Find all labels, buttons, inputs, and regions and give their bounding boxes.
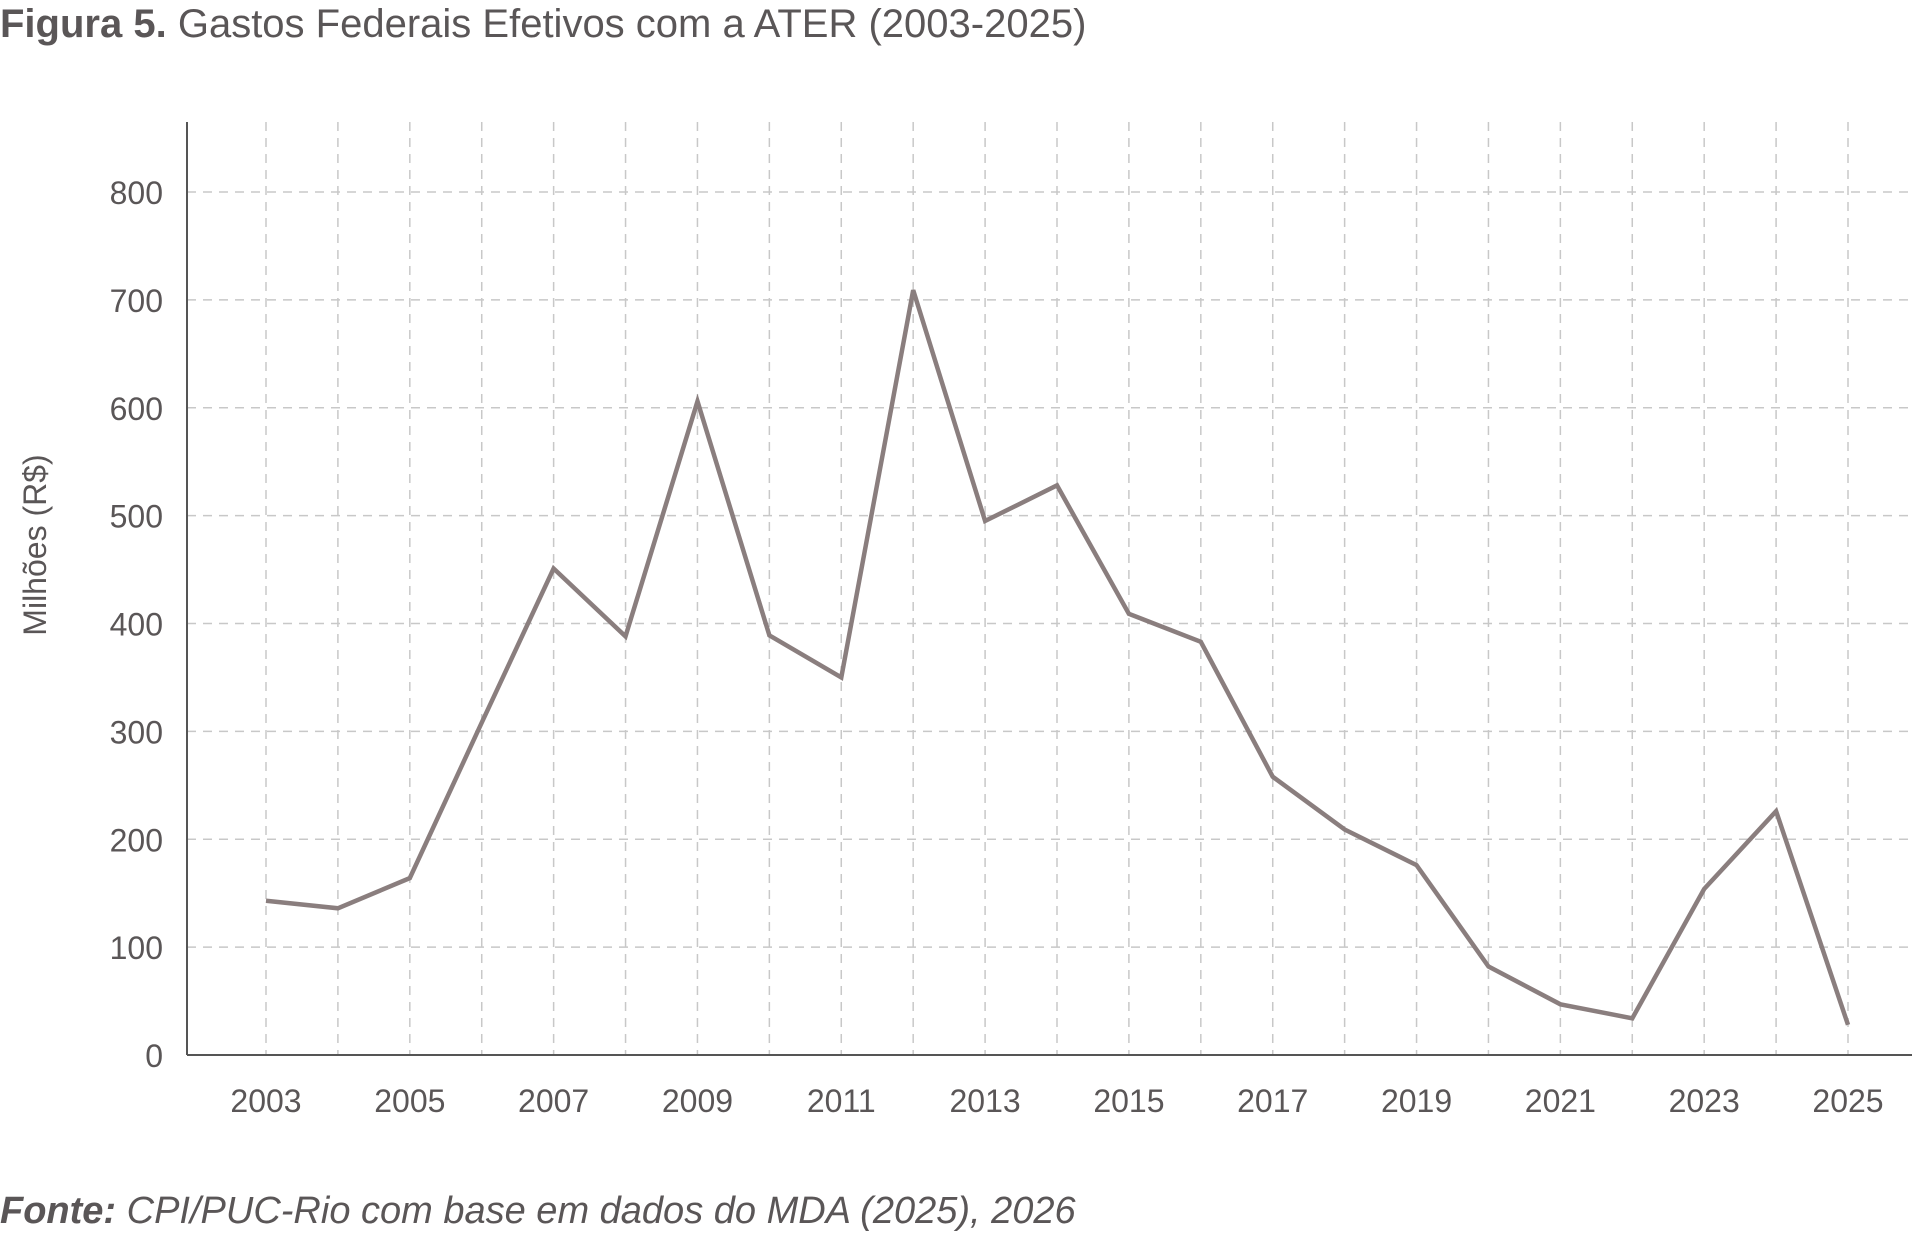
x-tick-label: 2017 bbox=[1237, 1083, 1308, 1119]
y-tick-label: 600 bbox=[110, 391, 163, 427]
y-tick-label: 100 bbox=[110, 930, 163, 966]
x-tick-label: 2003 bbox=[230, 1083, 301, 1119]
y-tick-label: 400 bbox=[110, 607, 163, 643]
y-tick-label: 700 bbox=[110, 283, 163, 319]
figure-caption: Gastos Federais Efetivos com a ATER (200… bbox=[177, 2, 1087, 46]
y-tick-label: 300 bbox=[110, 714, 163, 750]
x-tick-label: 2023 bbox=[1669, 1083, 1740, 1119]
figure-title: Figura 5. Gastos Federais Efetivos com a… bbox=[0, 2, 1086, 47]
series-group bbox=[265, 289, 1851, 1026]
x-tick-label: 2007 bbox=[518, 1083, 589, 1119]
x-tick-label: 2021 bbox=[1525, 1083, 1596, 1119]
series-line bbox=[265, 289, 1851, 1026]
x-tick-label: 2013 bbox=[949, 1083, 1020, 1119]
axes bbox=[186, 122, 1912, 1056]
grid-lines bbox=[187, 122, 1912, 1055]
y-tick-label: 200 bbox=[110, 822, 163, 858]
x-tick-label: 2005 bbox=[374, 1083, 445, 1119]
y-tick-label: 500 bbox=[110, 499, 163, 535]
y-tick-label: 800 bbox=[110, 175, 163, 211]
x-tick-label: 2015 bbox=[1093, 1083, 1164, 1119]
x-tick-label: 2011 bbox=[807, 1083, 876, 1119]
y-axis-label: Milhões (R$) bbox=[17, 454, 53, 635]
y-tick-labels: 0 100 200 300 400 500 600 700 800 bbox=[110, 175, 163, 1074]
source-label: Fonte: bbox=[0, 1190, 117, 1232]
x-tick-label: 2019 bbox=[1381, 1083, 1452, 1119]
x-tick-labels: 2003 2005 2007 2009 2011 2013 2015 2017 2019 2021… bbox=[230, 1083, 1883, 1119]
figure-number: Figura 5. bbox=[0, 2, 167, 46]
x-tick-label: 2009 bbox=[662, 1083, 733, 1119]
source-note: Fonte: CPI/PUC-Rio com base em dados do … bbox=[0, 1190, 1076, 1233]
x-tick-label: 2025 bbox=[1812, 1083, 1883, 1119]
source-text: CPI/PUC-Rio com base em dados do MDA (20… bbox=[126, 1190, 1076, 1232]
y-tick-label: 0 bbox=[145, 1038, 163, 1074]
